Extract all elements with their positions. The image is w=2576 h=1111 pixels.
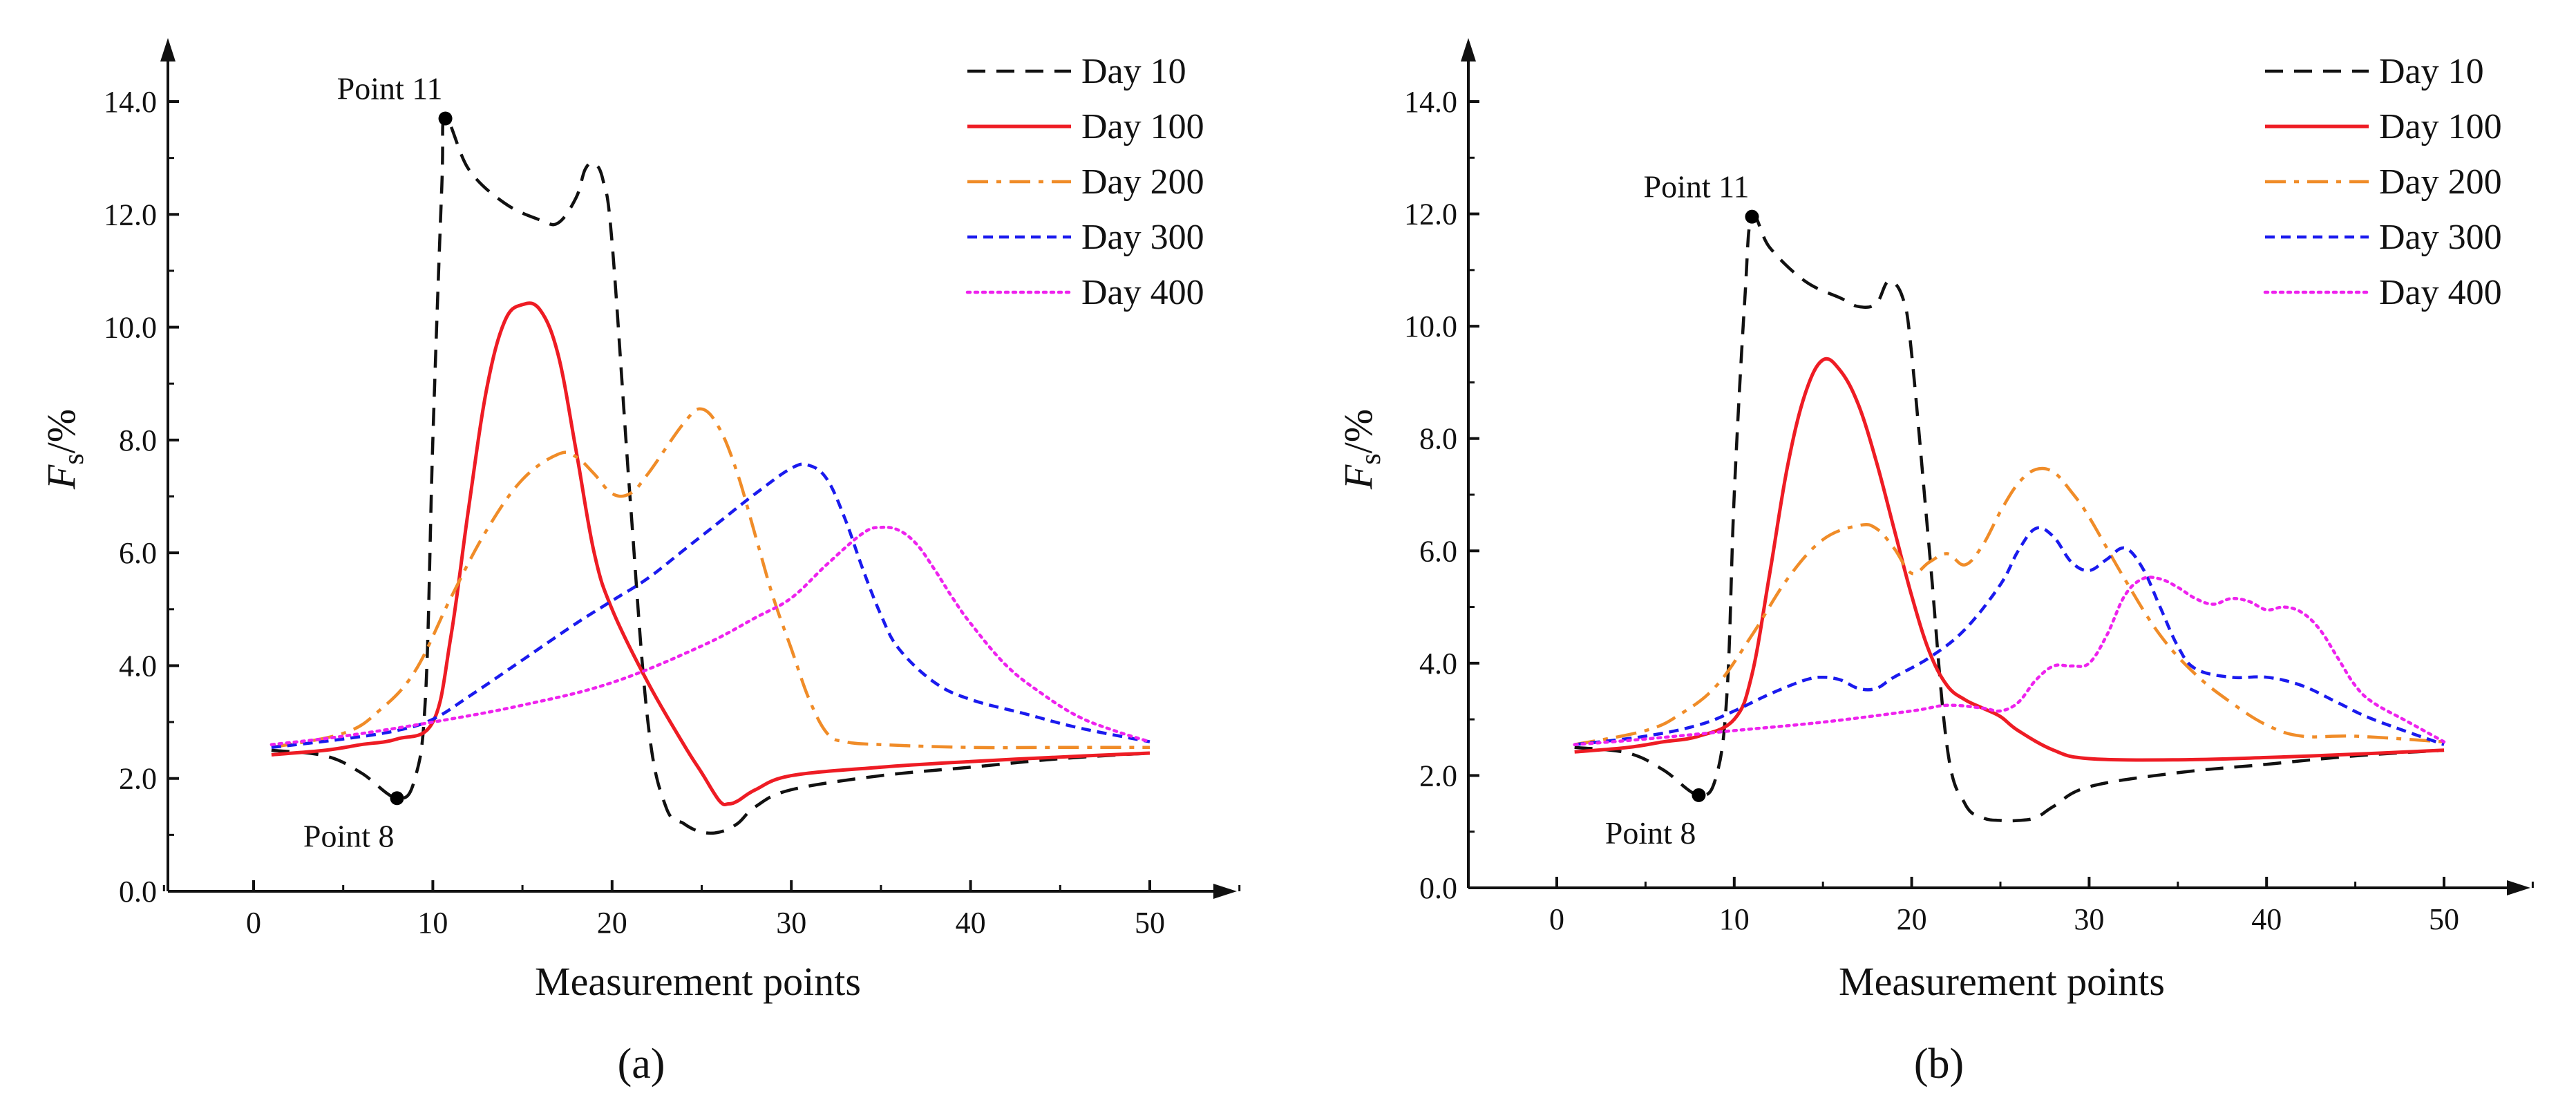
panel-b-annotation-marker xyxy=(1745,209,1759,224)
panel-a-y-tick-label: 0.0 xyxy=(119,875,157,909)
panel-b-y-tick-label: 10.0 xyxy=(1404,310,1457,343)
panel-a-y-tick-label: 2.0 xyxy=(119,762,157,796)
panel-a-x-label: Measurement points xyxy=(535,959,861,1004)
panel-a-legend-label: Day 10 xyxy=(1081,52,1186,91)
panel-b-y-tick-label: 0.0 xyxy=(1419,871,1457,905)
panel-a-y-tick-label: 4.0 xyxy=(119,649,157,683)
panel-a-y-tick-label: 14.0 xyxy=(104,85,157,119)
panel-a-legend-label: Day 400 xyxy=(1081,273,1204,312)
panel-a-y-tick-label: 10.0 xyxy=(104,311,157,345)
panel-b-x-axis-arrow xyxy=(2507,880,2530,895)
panel-b-series-day-10 xyxy=(1574,213,2445,823)
panel-b-series-day-300 xyxy=(1574,526,2445,746)
panel-a: 0 10 20 30 40 50 0.0 2.0 4.0 6.0 8.0 10.0 12.0 14.0 P… xyxy=(39,38,1241,1088)
panel-a-x-tick-label: 30 xyxy=(776,906,806,940)
panel-b-series xyxy=(1573,213,2446,823)
panel-b-y-label: Fs/% xyxy=(1336,409,1387,490)
panel-b-legend-label: Day 300 xyxy=(2379,218,2502,257)
panel-a-axes: 0 10 20 30 40 50 0.0 2.0 4.0 6.0 8.0 10.0 12.0 14.0 xyxy=(104,38,1241,940)
panel-a-x-axis-arrow xyxy=(1213,884,1237,899)
panel-a-x-tick-label: 10 xyxy=(417,906,448,940)
panel-a-y-tick-label: 6.0 xyxy=(119,536,157,570)
panel-a-annotation-label: Point 8 xyxy=(303,818,395,853)
panel-b-y-tick-label: 8.0 xyxy=(1419,422,1457,456)
panel-a-y-tick-label: 12.0 xyxy=(104,198,157,231)
panel-b-y-label-unit: /% xyxy=(1336,409,1381,453)
panel-b-axes: 0 10 20 30 40 50 0.0 2.0 4.0 6.0 8.0 10.0 12.0 14.0 xyxy=(1404,38,2534,936)
panel-a-y-label-main: F xyxy=(39,464,84,490)
panel-b-annotation-marker xyxy=(1692,788,1706,802)
panel-b-x-tick-label: 10 xyxy=(1719,902,1750,936)
panel-b-x-tick-label: 20 xyxy=(1897,902,1927,936)
panel-a-x-tick-label: 20 xyxy=(597,906,627,940)
panel-b-series-day-400 xyxy=(1573,576,2446,746)
panel-a-series-day-100 xyxy=(271,301,1150,806)
panel-b-y-label-main: F xyxy=(1336,464,1381,490)
panel-b-y-label-sub: s xyxy=(1355,453,1387,464)
panel-b-series-day-100 xyxy=(1574,357,2445,762)
panel-a-legend-label: Day 100 xyxy=(1081,107,1204,146)
panel-b-x-tick-label: 30 xyxy=(2074,902,2104,936)
panel-b-series-day-200 xyxy=(1574,466,2445,746)
panel-b-legend: Day 10 Day 100 Day 200 Day 300 Day 400 xyxy=(2263,52,2502,312)
panel-b-y-tick-label: 14.0 xyxy=(1404,85,1457,119)
panel-b-y-tick-label: 2.0 xyxy=(1419,759,1457,792)
panel-b-y-tick-label: 6.0 xyxy=(1419,534,1457,568)
panel-a-legend-label: Day 300 xyxy=(1081,218,1204,257)
panel-b-annotation-label: Point 8 xyxy=(1605,815,1696,851)
panel-a-y-label: Fs/% xyxy=(39,409,90,490)
panel-b-caption: (b) xyxy=(1914,1041,1964,1088)
panel-a-x-tick-label: 40 xyxy=(956,906,986,940)
panel-a-annotation-marker xyxy=(390,791,404,806)
panel-b: 0 10 20 30 40 50 0.0 2.0 4.0 6.0 8.0 10.0 12.0 14.0 P… xyxy=(1336,38,2534,1088)
panel-a-x-tick-label: 0 xyxy=(246,906,261,940)
panel-a-series-day-400 xyxy=(269,525,1152,746)
panel-a-y-tick-label: 8.0 xyxy=(119,424,157,457)
panel-a-annotation-marker xyxy=(438,111,453,126)
panel-a-annotations: Point 11 Point 8 xyxy=(303,70,453,853)
panel-b-x-tick-label: 50 xyxy=(2429,902,2459,936)
panel-b-y-tick-label: 12.0 xyxy=(1404,198,1457,231)
panel-a-y-axis-arrow xyxy=(160,38,176,61)
panel-a-y-label-unit: /% xyxy=(39,409,84,453)
panel-a-series-day-300 xyxy=(271,462,1150,750)
panel-b-y-tick-label: 4.0 xyxy=(1419,647,1457,681)
panel-b-legend-label: Day 400 xyxy=(2379,273,2502,312)
panel-b-legend-label: Day 200 xyxy=(2379,162,2502,202)
panel-a-series-day-200 xyxy=(271,407,1150,750)
panel-a-caption: (a) xyxy=(618,1041,665,1088)
panel-a-annotation-label: Point 11 xyxy=(337,70,443,106)
panel-b-y-axis-arrow xyxy=(1461,38,1476,61)
panel-a-y-label-sub: s xyxy=(58,453,90,464)
panel-b-legend-label: Day 10 xyxy=(2379,52,2484,91)
panel-a-x-tick-label: 50 xyxy=(1135,906,1165,940)
panel-b-annotations: Point 11 Point 8 xyxy=(1605,169,1759,851)
panel-b-annotation-label: Point 11 xyxy=(1644,169,1750,205)
panel-a-legend: Day 10 Day 100 Day 200 Day 300 Day 400 xyxy=(965,52,1204,312)
panel-b-legend-label: Day 100 xyxy=(2379,107,2502,146)
panel-b-x-tick-label: 0 xyxy=(1549,902,1564,936)
panel-a-legend-label: Day 200 xyxy=(1081,162,1204,202)
panel-b-x-tick-label: 40 xyxy=(2251,902,2282,936)
panel-a-series xyxy=(269,117,1152,835)
panel-a-series-day-10 xyxy=(271,117,1150,835)
panel-b-x-label: Measurement points xyxy=(1839,959,2165,1004)
